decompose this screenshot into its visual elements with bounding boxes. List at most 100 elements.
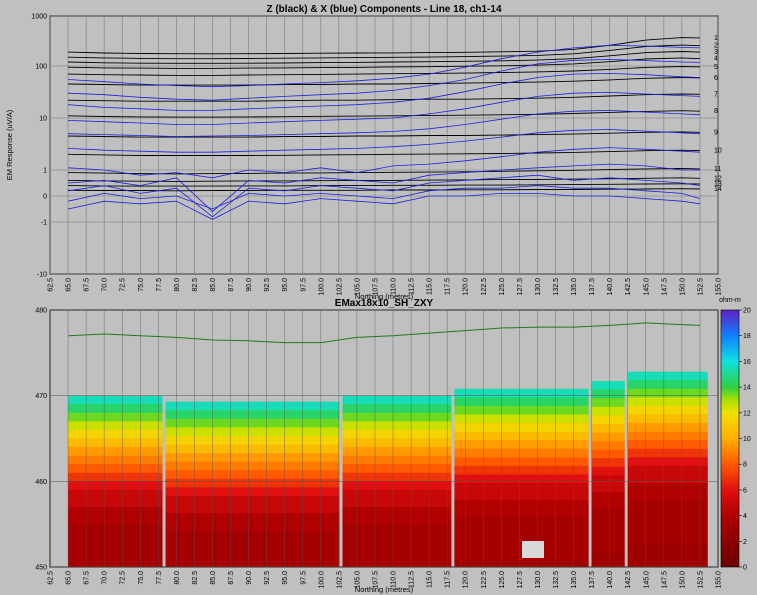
x-tick-label: 92.5: [264, 571, 271, 585]
profile-title: Z (black) & X (blue) Components - Line 1…: [266, 4, 501, 15]
x-tick-label: 155.0: [716, 571, 723, 589]
resistivity-cell: [454, 423, 589, 433]
x-series-line: [68, 163, 700, 213]
resistivity-cell: [591, 398, 625, 408]
x-tick-label: 90.0: [246, 278, 253, 292]
resistivity-cell: [68, 429, 163, 440]
resistivity-cell: [627, 448, 708, 458]
x-tick-label: 70.0: [102, 278, 109, 292]
x-tick-label: 97.5: [300, 278, 307, 292]
resistivity-cell: [627, 371, 708, 381]
colorbar-tick-label: 12: [743, 410, 751, 417]
resistivity-cell: [342, 481, 452, 491]
x-series-line: [68, 72, 700, 111]
resistivity-cell: [165, 478, 340, 488]
resistivity-cell: [591, 441, 625, 451]
x-tick-label: 145.0: [643, 278, 650, 296]
resistivity-cell: [627, 500, 708, 544]
x-tick-label: 110.0: [391, 278, 398, 295]
x-tick-label: 65.0: [66, 571, 73, 585]
channel-label: 8: [714, 108, 718, 115]
section-gridlines: [49, 309, 719, 568]
resistivity-cell: [627, 380, 708, 390]
resistivity-cell: [454, 517, 589, 561]
y-tick-label: 100: [35, 64, 47, 71]
resistivity-cell: [627, 431, 708, 441]
resistivity-cell: [165, 530, 340, 567]
y-tick-label: 1000: [31, 14, 47, 21]
x-tick-label: 142.5: [625, 278, 632, 296]
resistivity-cell: [342, 464, 452, 474]
z-series-line: [68, 149, 700, 156]
x-tick-label: 110.0: [391, 571, 398, 588]
resistivity-cell: [454, 474, 589, 484]
resistivity-cell: [591, 458, 625, 468]
y-tick-label: 460: [35, 479, 47, 486]
x-tick-label: 125.0: [499, 278, 506, 296]
resistivity-cell: [342, 404, 452, 414]
x-tick-label: 75.0: [138, 278, 145, 292]
z-series-line: [68, 188, 700, 192]
x-tick-label: 152.5: [697, 278, 704, 296]
z-series-line: [68, 51, 700, 64]
x-series-line: [68, 147, 700, 179]
x-tick-label: 75.0: [138, 571, 145, 585]
x-tick-label: 77.5: [156, 571, 163, 585]
resistivity-cell: [454, 431, 589, 441]
resistivity-cell: [68, 395, 163, 405]
resistivity-cell: [454, 500, 589, 518]
resistivity-cell: [591, 389, 625, 399]
resistivity-cell: [165, 513, 340, 531]
x-tick-label: 85.0: [210, 571, 217, 585]
x-tick-label: 137.5: [589, 571, 596, 589]
resistivity-cell: [627, 440, 708, 450]
resistivity-cell: [591, 475, 625, 494]
x-tick-label: 77.5: [156, 278, 163, 292]
x-tick-label: 80.0: [174, 278, 181, 292]
x-tick-label: 152.5: [697, 571, 704, 589]
resistivity-cell: [591, 509, 625, 554]
x-tick-label: 72.5: [120, 571, 127, 585]
channel-label: 10: [714, 148, 722, 155]
x-tick-label: 100.0: [318, 571, 325, 589]
x-tick-label: 130.0: [535, 278, 542, 296]
z-series-line: [68, 77, 700, 86]
resistivity-cell: [342, 429, 452, 440]
x-tick-label: 102.5: [336, 278, 343, 296]
resistivity-cell: [454, 397, 589, 407]
y-tick-label: 1: [43, 168, 47, 175]
no-data-patch: [522, 541, 544, 558]
resistivity-cell: [165, 487, 340, 497]
resistivity-cell: [627, 423, 708, 433]
resistivity-cell: [591, 423, 625, 434]
resistivity-cell: [165, 401, 340, 411]
resistivity-cell: [165, 461, 340, 471]
colorbar-tick-label: 6: [743, 487, 747, 494]
x-tick-label: 95.0: [282, 571, 289, 585]
section-title: EMax18x10_SH_ZXY: [335, 298, 434, 309]
resistivity-cell: [342, 455, 452, 465]
channel-label: 12: [714, 175, 722, 182]
channel-label: 11: [714, 166, 721, 173]
x-tick-label: 150.0: [679, 278, 686, 296]
channel-label: 14: [714, 186, 722, 193]
x-tick-label: 130.0: [535, 571, 542, 589]
em-profile-panel: Z (black) & X (blue) Components - Line 1…: [5, 4, 723, 301]
resistivity-cell: [627, 457, 708, 467]
z-series-line: [68, 93, 700, 102]
resistivity-cell: [591, 406, 625, 416]
resistivity-cell: [342, 524, 452, 567]
resistivity-cell: [627, 388, 708, 398]
section-y-axis: 480 470 460 450: [35, 308, 47, 572]
profile-x-label: Northing (metres): [355, 292, 414, 301]
colorbar: [720, 309, 740, 568]
resistivity-cell: [342, 438, 452, 448]
resistivity-cell: [627, 483, 708, 501]
x-tick-label: 105.0: [354, 278, 361, 296]
resistivity-cell: [68, 447, 163, 457]
resistivity-cell: [68, 524, 163, 567]
z-series-line: [68, 44, 700, 60]
resistivity-cell: [68, 455, 163, 465]
